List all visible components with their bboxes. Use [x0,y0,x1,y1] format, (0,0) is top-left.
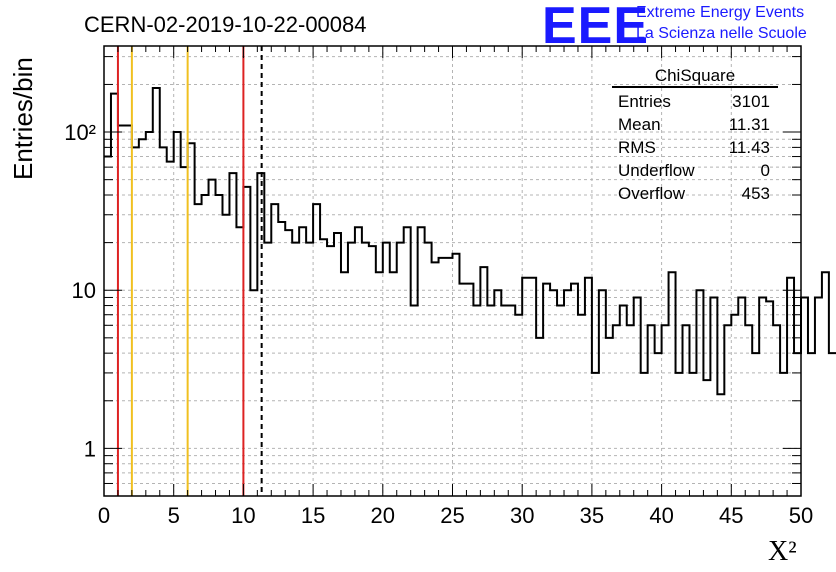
stats-value: 11.43 [728,138,770,157]
stats-label: Mean [618,115,661,134]
x-tick-label: 20 [371,503,395,528]
x-tick-label: 15 [301,503,325,528]
eee-logo: EEE [542,0,650,55]
stats-box: ChiSquare Entries 3101 Mean 11.31 RMS 11.43… [612,66,778,205]
stats-value: 453 [741,184,770,203]
x-tick-label: 40 [649,503,673,528]
stats-row: Underflow 0 [612,159,778,182]
x-axis-label: X² [768,536,797,567]
stats-label: Overflow [618,184,686,203]
stats-value: 3101 [732,92,770,111]
stats-title: ChiSquare [612,66,778,88]
stats-label: Entries [618,92,671,111]
x-tick-label: 35 [580,503,604,528]
logo-line-1: Extreme Energy Events [636,4,805,21]
y-tick-label: 10² [64,120,96,145]
stats-row: Overflow 453 [612,182,778,205]
chart-title: CERN-02-2019-10-22-00084 [84,12,367,37]
x-tick-label: 10 [231,503,255,528]
stats-row: Entries 3101 [612,90,778,113]
stats-label: RMS [618,138,656,157]
y-axis-label: Entries/bin [8,57,38,180]
y-tick-label: 10 [72,278,96,303]
x-tick-label: 45 [719,503,743,528]
x-tick-label: 5 [168,503,180,528]
stats-value: 11.31 [728,115,770,134]
stats-row: RMS 11.43 [612,136,778,159]
histogram-line [104,86,836,396]
logo-line-2: La Scienza nelle Scuole [636,25,807,42]
stats-row: Mean 11.31 [612,113,778,136]
x-tick-label: 30 [510,503,534,528]
x-tick-label: 25 [440,503,464,528]
y-tick-label: 1 [84,436,96,461]
x-tick-label: 50 [789,503,813,528]
stats-value: 0 [760,161,770,180]
x-tick-label: 0 [98,503,110,528]
stats-label: Underflow [618,161,695,180]
